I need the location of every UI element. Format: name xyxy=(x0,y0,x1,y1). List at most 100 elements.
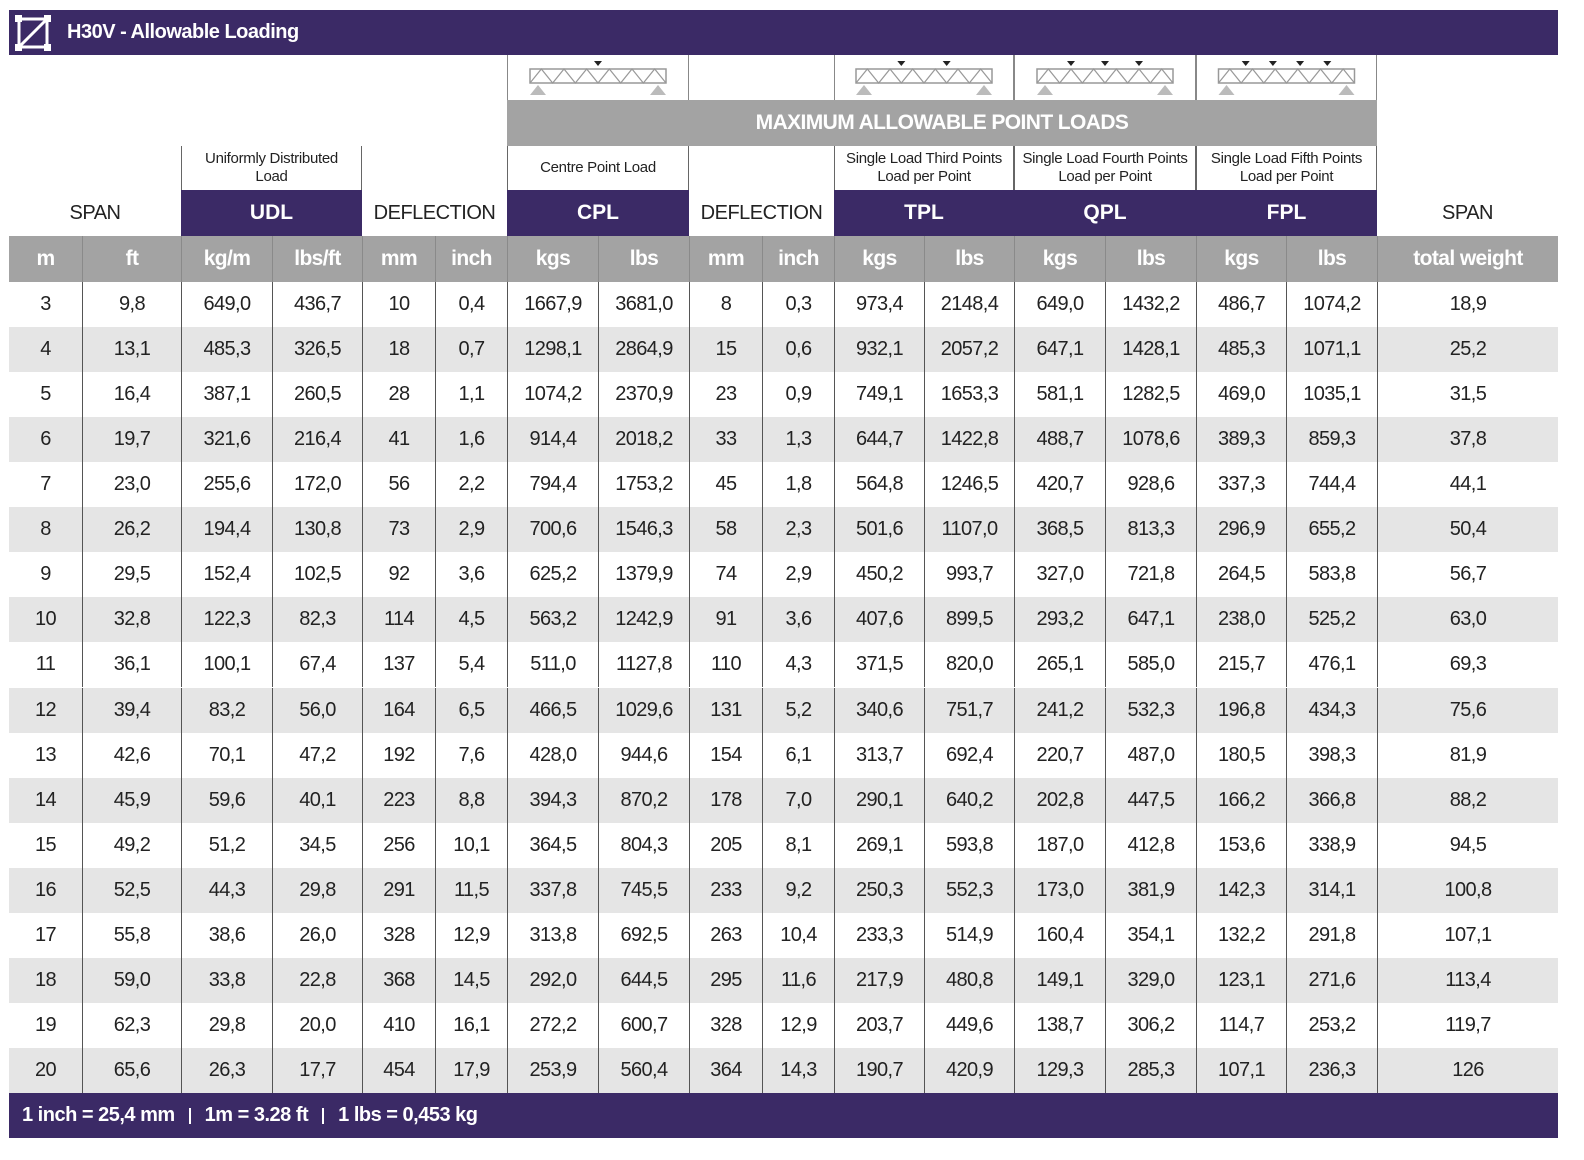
description-line: Load per Point xyxy=(877,168,971,185)
row-background xyxy=(9,597,1558,643)
table-cell: 649,0 xyxy=(1014,282,1105,328)
table-cell: 0,4 xyxy=(435,282,507,328)
description-line: Load per Point xyxy=(1058,168,1152,185)
table-cell: 944,6 xyxy=(598,732,689,778)
table-cell: 1753,2 xyxy=(598,462,689,508)
table-cell: 5,2 xyxy=(762,687,834,733)
table-cell: 131 xyxy=(689,687,762,733)
table-cell: 49,2 xyxy=(82,822,181,868)
table-cell: 928,6 xyxy=(1105,462,1196,508)
table-cell: 137 xyxy=(362,642,435,688)
table-cell: 94,5 xyxy=(1377,822,1558,868)
truss-icon xyxy=(855,61,993,95)
table-cell: 2,2 xyxy=(435,462,507,508)
table-cell: 306,2 xyxy=(1105,1002,1196,1048)
table-cell: 485,3 xyxy=(181,327,272,373)
table-cell: 560,4 xyxy=(598,1047,689,1093)
row-background xyxy=(9,1047,1558,1093)
table-cell: 12,9 xyxy=(762,1002,834,1048)
table-cell: 640,2 xyxy=(924,777,1014,823)
table-cell: 215,7 xyxy=(1196,642,1286,688)
table-cell: 172,0 xyxy=(272,462,362,508)
table-cell: 1074,2 xyxy=(1286,282,1377,328)
table-cell: 122,3 xyxy=(181,597,272,643)
separator xyxy=(322,1107,325,1124)
table-cell: 17 xyxy=(34,923,57,946)
table-cell: 1,3 xyxy=(762,417,834,463)
table-cell: 114,7 xyxy=(1196,1002,1286,1048)
table-cell: 501,6 xyxy=(834,507,924,553)
table-cell: 18 xyxy=(362,327,435,373)
table-cell: 2148,4 xyxy=(924,282,1014,328)
table-cell: 5,4 xyxy=(435,642,507,688)
table-cell: 92 xyxy=(362,552,435,598)
table-cell: 19 xyxy=(34,1013,57,1036)
logo xyxy=(15,15,51,51)
table-cell: 70,1 xyxy=(181,732,272,778)
load-diagram xyxy=(1196,55,1377,100)
column-header: kg/m xyxy=(181,236,272,282)
table-cell: 9,2 xyxy=(762,867,834,913)
table-cell: 14 xyxy=(34,788,57,811)
table-cell: 194,4 xyxy=(181,507,272,553)
row-background xyxy=(9,507,1558,553)
table-cell: 73 xyxy=(362,507,435,553)
table-cell: 16 xyxy=(34,878,57,901)
table-cell: 6,5 xyxy=(435,687,507,733)
table-cell: 744,4 xyxy=(1286,462,1377,508)
table-cell: 692,5 xyxy=(598,912,689,958)
table-cell: 29,8 xyxy=(181,1002,272,1048)
table-cell: 371,5 xyxy=(834,642,924,688)
table-cell: 265,1 xyxy=(1014,642,1105,688)
row-background xyxy=(9,822,1558,868)
group-label: DEFLECTION xyxy=(373,201,496,224)
table-cell: 368,5 xyxy=(1014,507,1105,553)
table-cell: 2,9 xyxy=(762,552,834,598)
table-cell: 126 xyxy=(1377,1047,1558,1093)
table-cell: 2,9 xyxy=(435,507,507,553)
column-header: kgs xyxy=(834,236,924,282)
table-cell: 62,3 xyxy=(82,1002,181,1048)
table-cell: 5 xyxy=(40,383,51,406)
table-cell: 45,9 xyxy=(82,777,181,823)
table-cell: 25,2 xyxy=(1377,327,1558,373)
table-cell: 91 xyxy=(689,597,762,643)
table-cell: 1074,2 xyxy=(507,372,598,418)
table-cell: 8 xyxy=(689,282,762,328)
table-cell: 10,1 xyxy=(435,822,507,868)
row-background xyxy=(9,372,1558,418)
table-cell: 525,2 xyxy=(1286,597,1377,643)
table-cell: 58 xyxy=(689,507,762,553)
table-cell: 804,3 xyxy=(598,822,689,868)
table-cell: 187,0 xyxy=(1014,822,1105,868)
table-cell: 12 xyxy=(34,698,57,721)
column-header: kgs xyxy=(1196,236,1286,282)
table-cell: 241,2 xyxy=(1014,687,1105,733)
table-cell: 552,3 xyxy=(924,867,1014,913)
table-cell: 338,9 xyxy=(1286,822,1377,868)
group-description: Single Load Fourth Points Load per Point xyxy=(1014,146,1196,190)
title: H30V - Allowable Loading xyxy=(67,21,299,43)
column-header: lbs xyxy=(1286,236,1377,282)
row-background xyxy=(9,777,1558,823)
footer-note: 1 inch = 25,4 mm xyxy=(22,1104,175,1126)
table-cell: 389,3 xyxy=(1196,417,1286,463)
truss-icon xyxy=(1036,61,1174,95)
table-cell: 285,3 xyxy=(1105,1047,1196,1093)
table-cell: 6 xyxy=(40,428,51,451)
table-cell: 1428,1 xyxy=(1105,327,1196,373)
table-cell: 511,0 xyxy=(507,642,598,688)
table-cell: 4 xyxy=(40,338,51,361)
table-cell: 110 xyxy=(689,642,762,688)
table-cell: 1432,2 xyxy=(1105,282,1196,328)
table-cell: 180,5 xyxy=(1196,732,1286,778)
table-cell: 34,5 xyxy=(272,822,362,868)
column-header: lbs/ft xyxy=(272,236,362,282)
column-header: lbs xyxy=(1105,236,1196,282)
table-cell: 583,8 xyxy=(1286,552,1377,598)
table-cell: 253,9 xyxy=(507,1047,598,1093)
table-cell: 4,3 xyxy=(762,642,834,688)
table-cell: 476,1 xyxy=(1286,642,1377,688)
table-cell: 870,2 xyxy=(598,777,689,823)
